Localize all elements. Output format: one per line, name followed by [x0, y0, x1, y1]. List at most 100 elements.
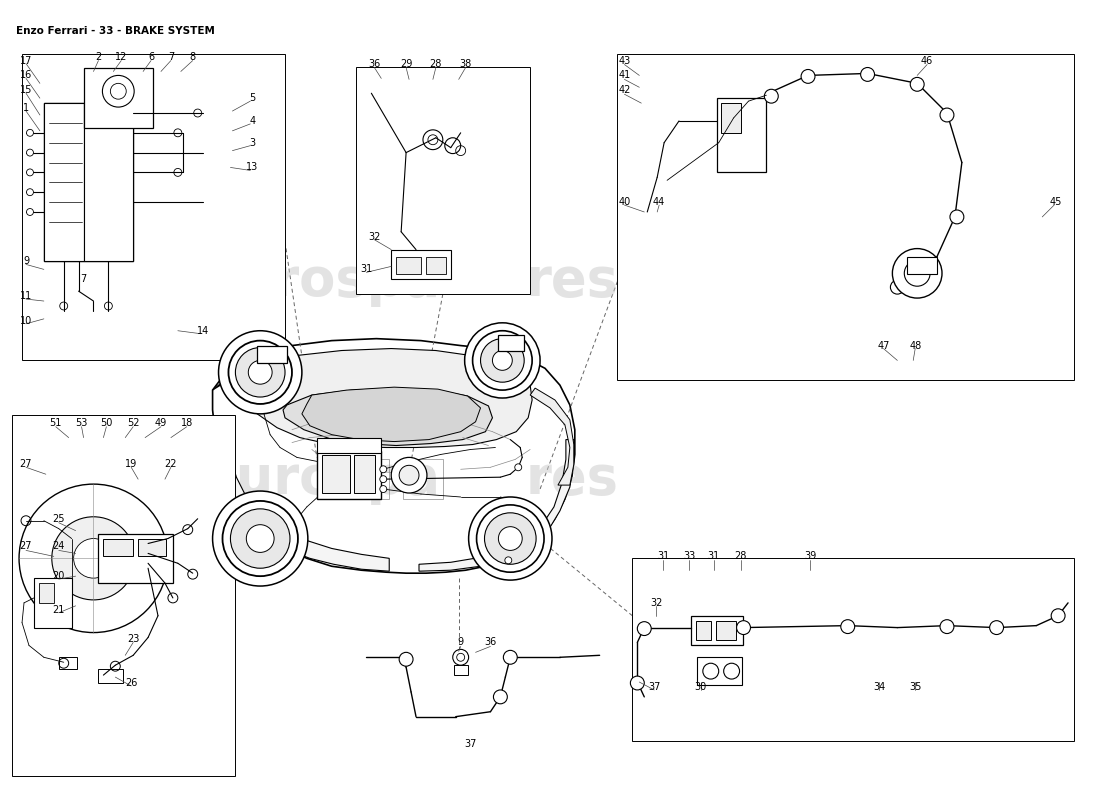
Text: 43: 43 — [618, 55, 630, 66]
Text: 7: 7 — [168, 52, 174, 62]
Text: 9: 9 — [458, 638, 464, 647]
Circle shape — [504, 650, 517, 664]
Text: 8: 8 — [189, 52, 196, 62]
Text: 35: 35 — [909, 682, 922, 692]
Bar — [321, 455, 350, 493]
Bar — [98, 534, 173, 583]
Bar — [691, 616, 742, 646]
Text: 19: 19 — [125, 459, 138, 470]
Polygon shape — [419, 439, 574, 571]
Circle shape — [515, 464, 521, 470]
Circle shape — [1052, 609, 1065, 622]
Text: eurospa: eurospa — [200, 255, 441, 307]
Text: 26: 26 — [125, 678, 138, 688]
Text: 7: 7 — [80, 274, 87, 284]
Bar — [697, 658, 741, 685]
Text: 31: 31 — [361, 264, 373, 274]
Circle shape — [950, 210, 964, 224]
Circle shape — [392, 458, 427, 493]
Circle shape — [890, 280, 904, 294]
Bar — [12, 415, 235, 776]
Text: 37: 37 — [648, 682, 660, 692]
Text: 37: 37 — [464, 739, 476, 750]
Text: eurospa: eurospa — [200, 453, 441, 505]
Circle shape — [230, 509, 290, 568]
Circle shape — [990, 621, 1003, 634]
Text: 27: 27 — [20, 459, 32, 470]
Circle shape — [235, 347, 285, 397]
Circle shape — [19, 484, 168, 633]
Bar — [617, 54, 1074, 380]
Text: 21: 21 — [53, 605, 65, 614]
Polygon shape — [301, 387, 481, 442]
Text: 6: 6 — [148, 52, 154, 62]
Text: 2: 2 — [96, 52, 101, 62]
Bar — [317, 451, 382, 499]
Circle shape — [249, 361, 272, 384]
Circle shape — [399, 466, 419, 485]
Text: 5: 5 — [249, 93, 255, 103]
Circle shape — [219, 330, 301, 414]
Bar — [908, 257, 937, 274]
Text: 52: 52 — [126, 418, 140, 428]
Bar — [632, 558, 1074, 742]
Text: 9: 9 — [23, 257, 29, 266]
Text: 15: 15 — [20, 86, 32, 95]
Bar — [84, 69, 153, 128]
Circle shape — [246, 525, 274, 552]
Bar — [98, 669, 123, 683]
Circle shape — [453, 650, 469, 666]
Bar — [317, 438, 382, 454]
Circle shape — [26, 189, 33, 196]
Text: 46: 46 — [921, 55, 933, 66]
Bar — [139, 538, 166, 556]
Bar — [44, 103, 84, 262]
Text: 44: 44 — [653, 197, 666, 207]
Bar — [392, 250, 451, 279]
Circle shape — [52, 517, 135, 600]
Bar — [426, 257, 446, 274]
Text: 24: 24 — [53, 542, 65, 551]
Text: 22: 22 — [165, 459, 177, 470]
Circle shape — [904, 261, 931, 286]
Circle shape — [637, 622, 651, 635]
Text: 36: 36 — [484, 638, 496, 647]
Circle shape — [481, 338, 525, 382]
Bar — [257, 346, 287, 363]
Circle shape — [498, 526, 522, 550]
Bar — [403, 459, 443, 499]
Polygon shape — [283, 388, 493, 446]
Circle shape — [724, 663, 739, 679]
Text: 41: 41 — [618, 70, 630, 81]
Text: 51: 51 — [50, 418, 62, 428]
Bar — [44, 103, 133, 262]
Text: 34: 34 — [873, 682, 886, 692]
Bar — [716, 621, 736, 641]
Circle shape — [892, 249, 942, 298]
Circle shape — [764, 90, 779, 103]
Polygon shape — [212, 349, 532, 447]
Bar — [720, 103, 740, 133]
Circle shape — [26, 169, 33, 176]
Text: 48: 48 — [909, 341, 922, 350]
Bar — [39, 583, 54, 603]
Bar — [696, 621, 711, 641]
Text: 33: 33 — [683, 551, 695, 562]
Text: res: res — [526, 453, 618, 505]
Text: 18: 18 — [180, 418, 192, 428]
Circle shape — [464, 323, 540, 398]
Bar — [350, 459, 389, 499]
Circle shape — [737, 621, 750, 634]
Text: 4: 4 — [250, 116, 255, 126]
Circle shape — [74, 538, 113, 578]
Text: 29: 29 — [400, 58, 412, 69]
Text: 50: 50 — [100, 418, 112, 428]
Circle shape — [840, 620, 855, 634]
Text: 28: 28 — [735, 551, 747, 562]
Circle shape — [379, 486, 387, 493]
Circle shape — [379, 476, 387, 482]
Circle shape — [494, 690, 507, 704]
Text: 10: 10 — [20, 316, 32, 326]
Text: 11: 11 — [20, 291, 32, 301]
Circle shape — [860, 67, 875, 82]
